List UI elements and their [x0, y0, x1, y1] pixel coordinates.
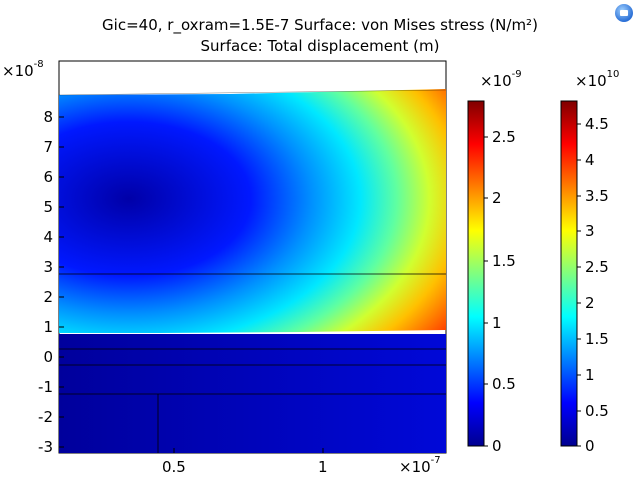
- y-tick-label: 7: [43, 138, 53, 156]
- colorbar-stress-label: 0: [585, 437, 595, 455]
- colorbar-displacement-label: 0.5: [492, 375, 516, 393]
- colorbar-displacement-label: 2.5: [492, 128, 516, 146]
- colorbar-displacement-label: 1.5: [492, 252, 516, 270]
- y-tick-label: 4: [43, 228, 53, 246]
- lower-domain: [59, 334, 446, 453]
- colorbar-stress-exponent: ×1010: [575, 69, 620, 90]
- plot-title-line1: Gic=40, r_oxram=1.5E-7 Surface: von Mise…: [102, 16, 538, 34]
- colorbar-stress-label: 1: [585, 366, 595, 384]
- y-tick-label: 8: [43, 108, 53, 126]
- colorbar-stress-label: 3.5: [585, 187, 609, 205]
- plot-title-line2: Surface: Total displacement (m): [200, 37, 440, 55]
- export-icon[interactable]: [615, 4, 633, 22]
- colorbar-stress-label: 4: [585, 151, 595, 169]
- colorbar-stress-label: 2: [585, 294, 595, 312]
- y-tick-label: 6: [43, 168, 53, 186]
- colorbar-stress-label: 0.5: [585, 402, 609, 420]
- colorbar-displacement-label: 1: [492, 314, 502, 332]
- y-axis-exponent: ×10-8: [2, 59, 44, 80]
- x-tick-label: 0.5: [162, 458, 186, 476]
- colorbar-stress-label: 2.5: [585, 258, 609, 276]
- upper-domain: [59, 89, 446, 333]
- y-tick-label: 2: [43, 288, 53, 306]
- x-axis-exponent: ×10-7: [399, 455, 441, 476]
- y-tick-label: -3: [38, 438, 53, 456]
- colorbar-displacement-label: 2: [492, 189, 502, 207]
- colorbar-displacement: [467, 100, 485, 447]
- x-tick-label: 1: [318, 458, 328, 476]
- colorbar-stress-label: 4.5: [585, 115, 609, 133]
- colorbar-stress-label: 1.5: [585, 330, 609, 348]
- y-tick-label: -1: [38, 378, 53, 396]
- colorbar-displacement-label: 0: [492, 437, 502, 455]
- colorbar-stress: [560, 100, 578, 447]
- y-tick-label: 3: [43, 258, 53, 276]
- y-tick-label: -2: [38, 408, 53, 426]
- colorbar-stress-label: 3: [585, 222, 595, 240]
- y-tick-label: 0: [43, 348, 53, 366]
- colorbar-displacement-exponent: ×10-9: [480, 69, 522, 90]
- y-tick-label: 1: [43, 318, 53, 336]
- y-tick-label: 5: [43, 198, 53, 216]
